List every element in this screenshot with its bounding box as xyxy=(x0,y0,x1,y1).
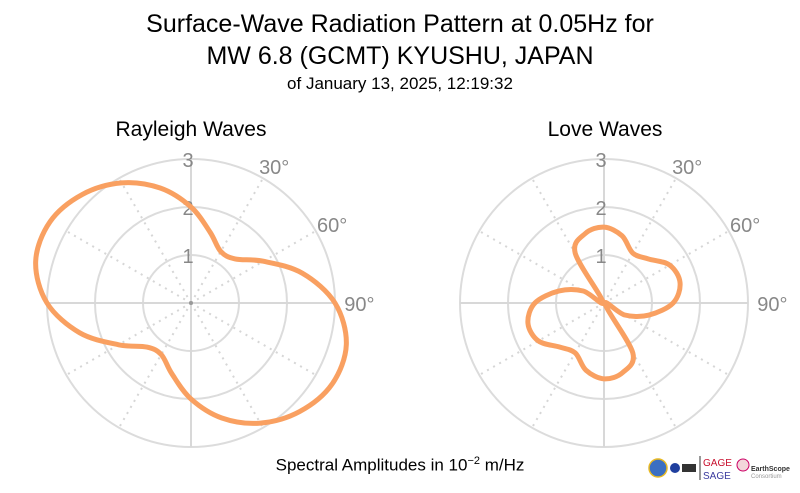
consortium-logo-text: Consortium xyxy=(751,474,782,480)
rayleigh-pattern-line xyxy=(33,180,349,426)
footer-exponent: −2 xyxy=(467,455,480,467)
polar-center-dot xyxy=(189,301,193,305)
polar-spoke xyxy=(603,302,677,429)
usgs-logo-icon xyxy=(682,464,696,472)
polar-spoke xyxy=(603,230,730,304)
polar-spoke xyxy=(478,230,605,304)
polar-spoke xyxy=(65,302,192,376)
polar-spoke xyxy=(190,230,317,304)
radial-tick-label: 1 xyxy=(182,246,193,268)
radial-tick-label: 2 xyxy=(182,198,193,220)
angle-tick-label: 90° xyxy=(757,294,787,316)
chart-title-line2: MW 6.8 (GCMT) KYUSHU, JAPAN xyxy=(206,42,594,70)
chart-title-line1: Surface-Wave Radiation Pattern at 0.05Hz… xyxy=(146,10,654,38)
radial-tick-label: 3 xyxy=(182,150,193,172)
love-pattern-line xyxy=(525,224,683,382)
footer-units: Spectral Amplitudes in 10−2 m/Hz xyxy=(0,455,800,476)
nsf-logo-icon xyxy=(648,458,668,478)
angle-tick-label: 60° xyxy=(730,215,760,237)
chart-subtitle: of January 13, 2025, 12:19:32 xyxy=(287,74,513,93)
angle-tick-label: 30° xyxy=(672,157,702,179)
radial-tick-label: 1 xyxy=(595,246,606,268)
radial-tick-label: 2 xyxy=(595,198,606,220)
footer-prefix: Spectral Amplitudes in 10 xyxy=(275,455,468,475)
polar-spoke xyxy=(478,302,605,376)
radial-tick-label: 3 xyxy=(595,150,606,172)
polar-spoke xyxy=(118,177,192,304)
polar-spoke xyxy=(118,302,192,429)
sage-logo-text: SAGE xyxy=(703,471,731,482)
polar-spoke xyxy=(190,177,264,304)
angle-tick-label: 90° xyxy=(344,294,374,316)
polar-spoke xyxy=(531,302,605,429)
footer-suffix: m/Hz xyxy=(480,455,525,475)
nasa-logo-icon xyxy=(670,463,680,473)
polar-spoke xyxy=(190,302,317,376)
gage-logo-text: GAGE xyxy=(703,458,732,469)
polar-spoke xyxy=(603,302,730,376)
polar-spoke xyxy=(531,177,605,304)
love-title: Love Waves xyxy=(547,118,663,141)
angle-tick-label: 30° xyxy=(259,157,289,179)
polar-spoke xyxy=(190,302,264,429)
rayleigh-title: Rayleigh Waves xyxy=(115,118,267,141)
polar-spoke xyxy=(603,177,677,304)
earthscope-logo-text: EarthScope xyxy=(751,466,790,473)
polar-spoke xyxy=(65,230,192,304)
earthscope-logo-icon xyxy=(736,458,750,472)
angle-tick-label: 60° xyxy=(317,215,347,237)
sponsor-logos: GAGE SAGE EarthScope Consortium xyxy=(648,452,798,484)
